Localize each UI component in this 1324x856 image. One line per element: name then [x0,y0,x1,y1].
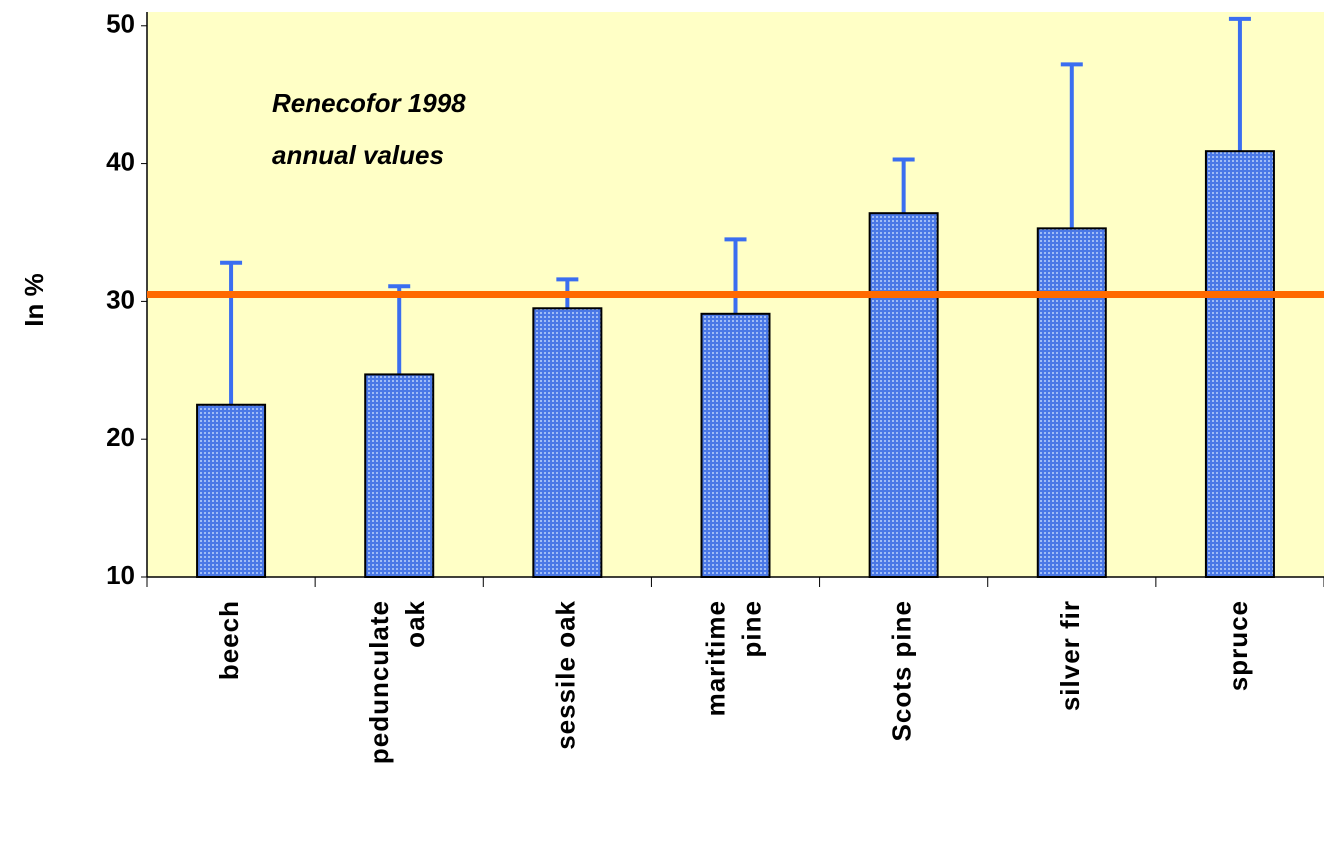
x-tick-label-line: spruce [1223,600,1253,691]
y-tick-label: 40 [106,146,135,176]
bar [1036,227,1107,578]
x-tick-label-line: beech [214,600,244,680]
x-tick-label-line: sessile oak [550,600,580,750]
x-tick-label-line: Scots pine [887,600,917,741]
x-tick-label-line: pine [736,600,766,657]
annotation-line: Renecofor 1998 [272,88,466,118]
y-tick-label: 30 [106,284,135,314]
bar [532,307,603,578]
x-tick-label: sessile oak [550,600,580,750]
x-tick-label-line: silver fir [1055,600,1085,711]
y-tick-label: 50 [106,9,135,39]
y-tick-label: 20 [106,422,135,452]
bar [868,212,939,578]
bar [1204,150,1275,578]
x-tick-label: maritime pine [700,600,766,716]
y-tick-label: 10 [106,560,135,590]
bar [196,403,267,578]
x-tick-label-line: oak [400,600,430,648]
x-tick-label: silver fir [1055,600,1085,711]
y-axis-label: In % [19,273,49,326]
x-tick-label-line: maritime [700,600,730,716]
x-tick-label: beech [214,600,244,680]
x-tick-label: pedunculate oak [364,600,430,764]
bar [364,373,435,578]
x-tick-label-line: pedunculate [364,600,394,764]
bar [700,312,771,578]
annotation: Renecofor 1998 annual values [272,88,466,170]
x-tick-label: Scots pine [887,600,917,741]
x-tick-label: spruce [1223,600,1253,691]
annotation-line: annual values [272,140,444,170]
